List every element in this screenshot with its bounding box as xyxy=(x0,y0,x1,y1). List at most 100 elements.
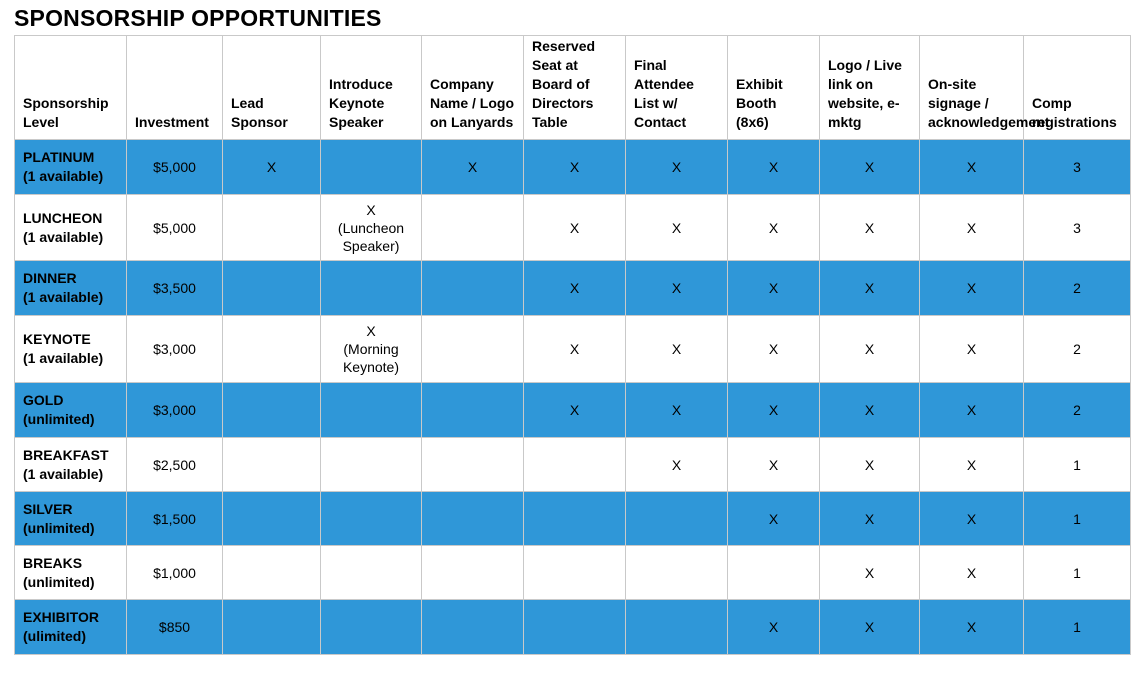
attendee-list-cell xyxy=(626,600,728,655)
investment-cell: $3,500 xyxy=(127,261,223,316)
lanyards-cell xyxy=(422,316,524,383)
column-header: Logo / Live link on website, e-mktg xyxy=(820,36,920,140)
level-availability: (1 available) xyxy=(23,228,118,247)
comp-registrations-cell: 1 xyxy=(1024,600,1131,655)
booth-cell: X xyxy=(728,195,820,261)
website-cell: X xyxy=(820,383,920,438)
comp-registrations-cell: 2 xyxy=(1024,261,1131,316)
attendee-list-cell xyxy=(626,546,728,600)
level-availability: (1 available) xyxy=(23,465,118,484)
board-seat-cell: X xyxy=(524,195,626,261)
sponsorship-level-cell: BREAKS (unlimited) xyxy=(15,546,127,600)
table-row: KEYNOTE (1 available) $3,000 X (Morning Keyn… xyxy=(15,316,1131,383)
attendee-list-cell: X xyxy=(626,316,728,383)
keynote-mark: X xyxy=(329,322,413,340)
comp-registrations-cell: 2 xyxy=(1024,383,1131,438)
website-cell: X xyxy=(820,438,920,492)
board-seat-cell xyxy=(524,438,626,492)
lanyards-cell xyxy=(422,492,524,546)
investment-cell: $3,000 xyxy=(127,316,223,383)
keynote-cell xyxy=(321,546,422,600)
sponsorship-level-cell: PLATINUM (1 available) xyxy=(15,140,127,195)
board-seat-cell: X xyxy=(524,316,626,383)
level-availability: (1 available) xyxy=(23,167,118,186)
board-seat-cell xyxy=(524,492,626,546)
comp-registrations-cell: 1 xyxy=(1024,492,1131,546)
column-header: Sponsorship Level xyxy=(15,36,127,140)
board-seat-cell xyxy=(524,546,626,600)
signage-cell: X xyxy=(920,140,1024,195)
website-cell: X xyxy=(820,546,920,600)
level-availability: (unlimited) xyxy=(23,519,118,538)
comp-registrations-cell: 2 xyxy=(1024,316,1131,383)
page-title: SPONSORSHIP OPPORTUNITIES xyxy=(14,4,382,32)
sponsorship-level-cell: GOLD (unlimited) xyxy=(15,383,127,438)
level-availability: (unlimited) xyxy=(23,410,118,429)
board-seat-cell: X xyxy=(524,261,626,316)
sponsorship-table: Sponsorship Level Investment Lead Sponso… xyxy=(14,35,1131,655)
booth-cell: X xyxy=(728,383,820,438)
column-header: Reserved Seat at Board of Directors Tabl… xyxy=(524,36,626,140)
level-availability: (ulimited) xyxy=(23,627,118,646)
comp-registrations-cell: 1 xyxy=(1024,546,1131,600)
lead-sponsor-cell xyxy=(223,383,321,438)
level-availability: (unlimited) xyxy=(23,573,118,592)
sponsorship-level-cell: DINNER (1 available) xyxy=(15,261,127,316)
level-name: LUNCHEON xyxy=(23,209,118,228)
signage-cell: X xyxy=(920,546,1024,600)
investment-cell: $5,000 xyxy=(127,195,223,261)
keynote-cell xyxy=(321,600,422,655)
comp-registrations-cell: 3 xyxy=(1024,195,1131,261)
investment-cell: $1,500 xyxy=(127,492,223,546)
lead-sponsor-cell xyxy=(223,600,321,655)
investment-cell: $850 xyxy=(127,600,223,655)
sponsorship-level-cell: KEYNOTE (1 available) xyxy=(15,316,127,383)
signage-cell: X xyxy=(920,492,1024,546)
keynote-mark: X xyxy=(329,201,413,219)
table-row: EXHIBITOR (ulimited) $850 X X X 1 xyxy=(15,600,1131,655)
signage-cell: X xyxy=(920,383,1024,438)
lead-sponsor-cell xyxy=(223,438,321,492)
investment-cell: $5,000 xyxy=(127,140,223,195)
column-header: Company Name / Logo on Lanyards xyxy=(422,36,524,140)
level-name: KEYNOTE xyxy=(23,330,118,349)
keynote-cell xyxy=(321,492,422,546)
signage-cell: X xyxy=(920,261,1024,316)
lanyards-cell xyxy=(422,261,524,316)
table-row: DINNER (1 available) $3,500 X X X X X 2 xyxy=(15,261,1131,316)
column-header: Investment xyxy=(127,36,223,140)
booth-cell: X xyxy=(728,600,820,655)
level-name: GOLD xyxy=(23,391,118,410)
lead-sponsor-cell xyxy=(223,316,321,383)
website-cell: X xyxy=(820,140,920,195)
keynote-cell xyxy=(321,140,422,195)
lead-sponsor-cell xyxy=(223,195,321,261)
column-header: Lead Sponsor xyxy=(223,36,321,140)
keynote-note: (Morning Keynote) xyxy=(329,340,413,376)
signage-cell: X xyxy=(920,195,1024,261)
website-cell: X xyxy=(820,261,920,316)
attendee-list-cell: X xyxy=(626,140,728,195)
booth-cell: X xyxy=(728,438,820,492)
column-header: Introduce Keynote Speaker xyxy=(321,36,422,140)
table-row: LUNCHEON (1 available) $5,000 X (Luncheon Sp… xyxy=(15,195,1131,261)
table-row: SILVER (unlimited) $1,500 X X X 1 xyxy=(15,492,1131,546)
booth-cell: X xyxy=(728,261,820,316)
lanyards-cell xyxy=(422,438,524,492)
keynote-note: (Luncheon Speaker) xyxy=(329,219,413,255)
lanyards-cell xyxy=(422,383,524,438)
investment-cell: $2,500 xyxy=(127,438,223,492)
investment-cell: $1,000 xyxy=(127,546,223,600)
level-name: SILVER xyxy=(23,500,118,519)
attendee-list-cell: X xyxy=(626,261,728,316)
table-row: PLATINUM (1 available) $5,000 X X X X X X X 3 xyxy=(15,140,1131,195)
comp-registrations-cell: 3 xyxy=(1024,140,1131,195)
table-row: GOLD (unlimited) $3,000 X X X X X 2 xyxy=(15,383,1131,438)
column-header: Final Attendee List w/ Contact xyxy=(626,36,728,140)
board-seat-cell xyxy=(524,600,626,655)
website-cell: X xyxy=(820,492,920,546)
lead-sponsor-cell xyxy=(223,492,321,546)
level-name: BREAKFAST xyxy=(23,446,118,465)
level-name: BREAKS xyxy=(23,554,118,573)
lanyards-cell xyxy=(422,546,524,600)
